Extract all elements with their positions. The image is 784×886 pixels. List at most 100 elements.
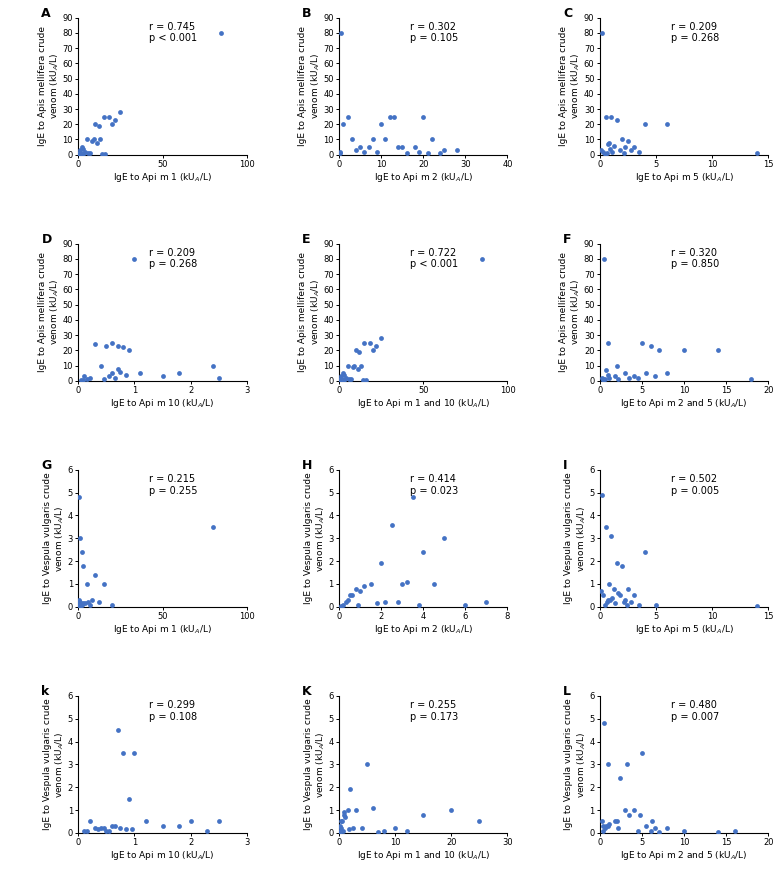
Point xyxy=(106,819,118,833)
Point xyxy=(596,370,608,385)
Point xyxy=(334,144,347,159)
Point xyxy=(599,821,612,835)
Point xyxy=(401,575,413,589)
Point xyxy=(408,140,421,154)
Text: r = 0.302
p = 0.105: r = 0.302 p = 0.105 xyxy=(410,22,458,43)
Text: r = 0.215
p = 0.255: r = 0.215 p = 0.255 xyxy=(149,474,198,495)
Point xyxy=(648,369,661,384)
Point xyxy=(365,577,377,591)
Point xyxy=(426,132,438,146)
Point xyxy=(636,746,648,760)
Point xyxy=(77,142,89,156)
Point xyxy=(84,597,96,611)
Point xyxy=(751,146,764,160)
Point xyxy=(627,588,640,602)
Point xyxy=(351,361,364,376)
Point xyxy=(73,593,85,607)
Point xyxy=(81,577,93,591)
Y-axis label: IgE to Apis mellifera crude
venom (kU$_A$/L): IgE to Apis mellifera crude venom (kU$_A… xyxy=(559,253,583,372)
Point xyxy=(639,545,652,559)
Point xyxy=(337,117,350,131)
Point xyxy=(77,373,89,387)
Point xyxy=(341,359,354,373)
Point xyxy=(622,581,634,595)
Point xyxy=(383,110,396,124)
Point xyxy=(117,746,129,760)
Point xyxy=(644,823,657,837)
X-axis label: IgE to Api m 1 and 10 (kU$_A$/L): IgE to Api m 1 and 10 (kU$_A$/L) xyxy=(357,397,490,409)
X-axis label: IgE to Api m 1 and 10 (kU$_A$/L): IgE to Api m 1 and 10 (kU$_A$/L) xyxy=(357,849,490,862)
Point xyxy=(603,577,615,591)
Point xyxy=(600,363,612,377)
Point xyxy=(474,814,486,828)
Point xyxy=(608,138,620,152)
Point xyxy=(401,823,413,837)
Text: r = 0.414
p = 0.023: r = 0.414 p = 0.023 xyxy=(410,474,458,495)
Y-axis label: IgE to Vespula vulgaris crude
venom (kU$_A$/L): IgE to Vespula vulgaris crude venom (kU$… xyxy=(564,698,588,830)
Point xyxy=(106,336,118,350)
Text: F: F xyxy=(563,233,572,245)
Point xyxy=(678,343,691,357)
Point xyxy=(602,336,615,350)
Text: G: G xyxy=(42,459,52,472)
Point xyxy=(396,577,408,591)
Point xyxy=(445,803,458,817)
Point xyxy=(335,821,347,835)
Point xyxy=(639,117,652,131)
Point xyxy=(97,372,110,386)
Point xyxy=(596,26,608,40)
Point xyxy=(87,132,100,146)
Point xyxy=(344,782,357,797)
Point xyxy=(372,825,385,839)
Point xyxy=(125,822,138,836)
Point xyxy=(103,369,115,384)
Point xyxy=(74,147,87,161)
Point xyxy=(612,372,624,386)
Point xyxy=(215,26,227,40)
Point xyxy=(644,338,657,353)
Text: r = 0.209
p = 0.268: r = 0.209 p = 0.268 xyxy=(149,248,198,269)
Point xyxy=(336,823,349,837)
Point xyxy=(339,370,352,385)
Point xyxy=(117,340,129,354)
Point xyxy=(438,532,451,546)
Point xyxy=(96,147,108,161)
Point xyxy=(184,814,197,828)
Point xyxy=(640,819,652,833)
Point xyxy=(335,599,347,613)
Point xyxy=(335,373,347,387)
Point xyxy=(375,331,387,346)
Text: H: H xyxy=(302,459,313,472)
X-axis label: IgE to Api m 1 (kU$_A$/L): IgE to Api m 1 (kU$_A$/L) xyxy=(113,171,212,183)
Point xyxy=(72,599,85,613)
Point xyxy=(614,588,626,602)
Point xyxy=(634,807,647,821)
Point xyxy=(648,821,661,835)
Point xyxy=(375,117,387,131)
Point xyxy=(350,343,362,357)
Point xyxy=(343,372,356,386)
X-axis label: IgE to Api m 10 (kU$_A$/L): IgE to Api m 10 (kU$_A$/L) xyxy=(111,849,215,862)
Point xyxy=(413,144,426,159)
Point xyxy=(350,581,362,595)
Point xyxy=(619,593,631,607)
X-axis label: IgE to Api m 2 and 5 (kU$_A$/L): IgE to Api m 2 and 5 (kU$_A$/L) xyxy=(620,397,748,409)
Point xyxy=(632,823,644,837)
Point xyxy=(103,110,115,124)
Point xyxy=(111,361,124,376)
Text: r = 0.502
p = 0.005: r = 0.502 p = 0.005 xyxy=(671,474,719,495)
Point xyxy=(392,140,405,154)
Point xyxy=(109,113,122,127)
Point xyxy=(78,369,90,384)
Point xyxy=(341,110,354,124)
Point xyxy=(358,336,371,350)
Point xyxy=(605,110,618,124)
Point xyxy=(459,597,472,611)
Point xyxy=(633,597,645,611)
Point xyxy=(83,814,96,828)
Point xyxy=(93,119,105,133)
X-axis label: IgE to Api m 5 (kU$_A$/L): IgE to Api m 5 (kU$_A$/L) xyxy=(635,171,734,183)
Point xyxy=(114,821,127,835)
Point xyxy=(396,140,408,154)
Point xyxy=(72,599,85,613)
